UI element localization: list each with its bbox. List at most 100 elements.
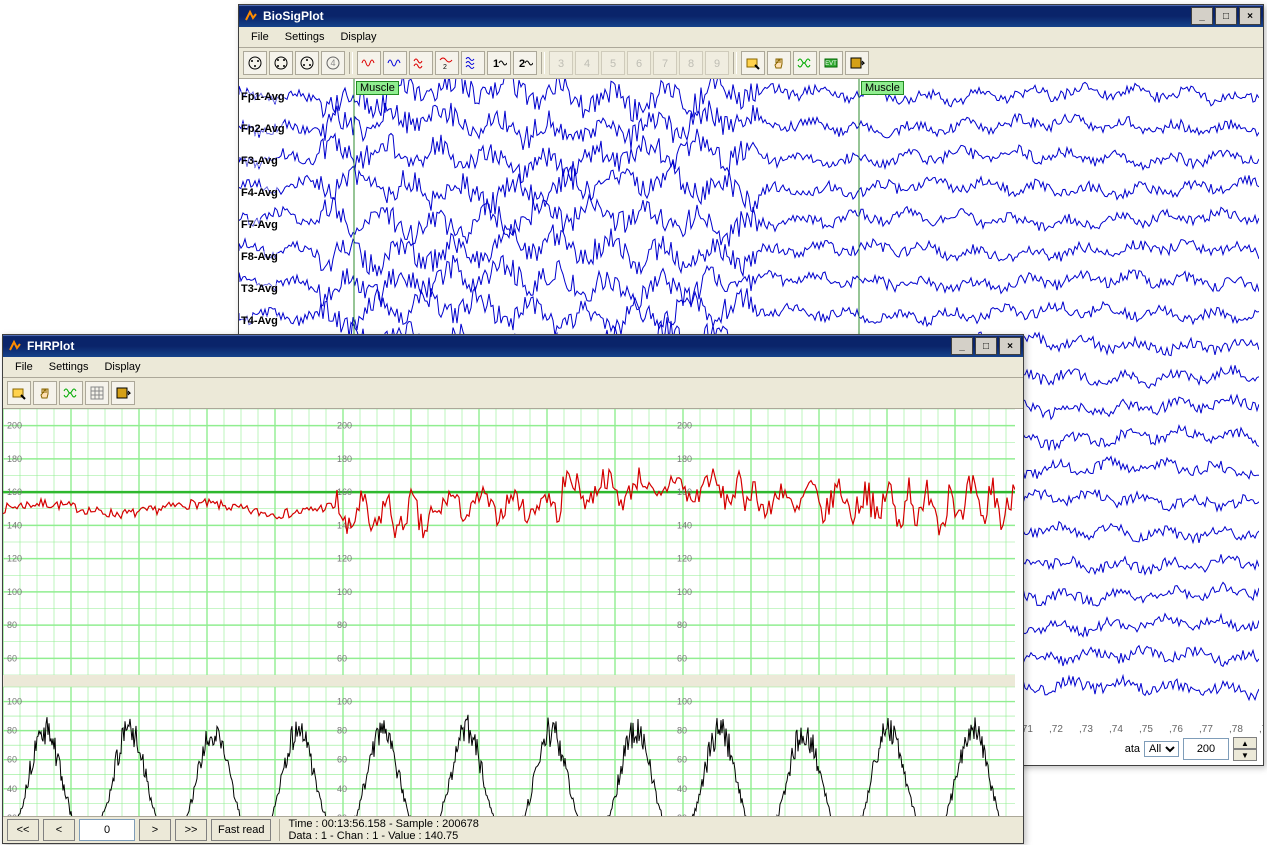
fhr-title: FHRPlot [27,339,951,353]
channel-label: T3-Avg [241,283,278,295]
rewind-fast-button[interactable]: << [7,819,39,841]
menu-display[interactable]: Display [332,29,384,45]
menu-file[interactable]: File [7,359,41,375]
tool-wave-red[interactable] [357,51,381,75]
status-time-text: Time : 00:13:56.158 - Sample : 200678 [288,818,478,830]
tool-pan-hand[interactable] [767,51,791,75]
maximize-button[interactable]: □ [975,337,997,355]
tool-export[interactable] [111,381,135,405]
spin-up-button[interactable]: ▲ [1233,737,1257,749]
svg-text:60: 60 [677,755,687,765]
svg-text:60: 60 [7,755,17,765]
fhr-titlebar[interactable]: FHRPlot _ □ × [3,335,1023,357]
svg-text:3: 3 [558,58,564,70]
event-marker[interactable]: Muscle [356,81,399,95]
tool-wave-multi[interactable] [461,51,485,75]
svg-text:180: 180 [7,454,22,464]
tool-filter[interactable] [59,381,83,405]
svg-text:80: 80 [677,620,687,630]
svg-text:100: 100 [337,587,352,597]
fhr-statusbar: << < > >> Fast read Time : 00:13:56.158 … [3,816,1023,843]
svg-text:60: 60 [677,653,687,663]
svg-text:1: 1 [493,58,499,70]
tool-montage-a[interactable] [243,51,267,75]
data-label: ata [1125,743,1140,755]
tool-wave-amp2[interactable]: 2 [513,51,537,75]
close-button[interactable]: × [999,337,1021,355]
svg-text:8: 8 [688,58,694,70]
svg-text:2: 2 [519,58,525,70]
svg-text:140: 140 [677,520,692,530]
menu-settings[interactable]: Settings [277,29,333,45]
svg-text:80: 80 [7,726,17,736]
time-tick: ,79 [1259,724,1263,735]
tool-zoom-box[interactable] [741,51,765,75]
page-input[interactable] [79,819,135,841]
svg-text:80: 80 [677,726,687,736]
time-tick: ,78 [1229,724,1243,735]
forward-button[interactable]: > [139,819,171,841]
tool-num-8: 8 [679,51,703,75]
tool-num-4: 4 [575,51,599,75]
spin-down-button[interactable]: ▼ [1233,749,1257,761]
tool-montage-c[interactable] [295,51,319,75]
biosig-titlebar[interactable]: BioSigPlot _ □ × [239,5,1263,27]
channel-label: Fp1-Avg [241,91,285,103]
forward-fast-button[interactable]: >> [175,819,207,841]
svg-text:100: 100 [677,697,692,707]
tool-export[interactable] [845,51,869,75]
time-tick: ,72 [1049,724,1063,735]
tool-wave-zoom-a[interactable] [409,51,433,75]
biosig-title: BioSigPlot [263,9,1191,23]
tool-filter[interactable] [793,51,817,75]
tool-montage-b[interactable] [269,51,293,75]
rewind-button[interactable]: < [43,819,75,841]
fast-read-button[interactable]: Fast read [211,819,271,841]
biosig-menubar: File Settings Display [239,27,1263,48]
tool-zoom-box[interactable] [7,381,31,405]
event-marker[interactable]: Muscle [861,81,904,95]
time-tick: ,75 [1139,724,1153,735]
channel-label: F3-Avg [241,155,278,167]
tool-wave-blue[interactable] [383,51,407,75]
tool-num-3: 3 [549,51,573,75]
menu-file[interactable]: File [243,29,277,45]
svg-text:160: 160 [7,487,22,497]
svg-text:140: 140 [7,520,22,530]
svg-text:20: 20 [337,813,347,816]
svg-text:4: 4 [330,58,335,68]
tool-num-6: 6 [627,51,651,75]
menu-display[interactable]: Display [96,359,148,375]
tool-wave-amp1[interactable]: 1 [487,51,511,75]
data-select[interactable]: All [1144,741,1179,757]
time-tick: ,76 [1169,724,1183,735]
channel-label: T4-Avg [241,315,278,327]
data-count-input[interactable] [1183,738,1229,760]
time-tick: ,74 [1109,724,1123,735]
menu-settings[interactable]: Settings [41,359,97,375]
minimize-button[interactable]: _ [1191,7,1213,25]
svg-text:120: 120 [337,554,352,564]
biosig-bottom-controls: ata All ▲ ▼ [1125,737,1257,761]
tool-montage-d[interactable]: 4 [321,51,345,75]
svg-text:200: 200 [677,421,692,431]
svg-text:100: 100 [337,697,352,707]
fhr-plot-area[interactable]: 6080100120140160180200608010012014016018… [3,409,1023,816]
svg-text:100: 100 [677,587,692,597]
tool-pan-hand[interactable] [33,381,57,405]
svg-text:200: 200 [7,421,22,431]
biosig-toolbar: 42123456789EVT [239,48,1263,79]
svg-text:120: 120 [7,554,22,564]
tool-grid[interactable] [85,381,109,405]
svg-text:60: 60 [337,755,347,765]
svg-text:180: 180 [677,454,692,464]
svg-text:2: 2 [443,64,447,71]
maximize-button[interactable]: □ [1215,7,1237,25]
tool-wave-zoom-b[interactable]: 2 [435,51,459,75]
svg-text:60: 60 [7,653,17,663]
svg-text:9: 9 [714,58,720,70]
close-button[interactable]: × [1239,7,1261,25]
minimize-button[interactable]: _ [951,337,973,355]
time-tick: ,77 [1199,724,1213,735]
tool-event-mark[interactable]: EVT [819,51,843,75]
